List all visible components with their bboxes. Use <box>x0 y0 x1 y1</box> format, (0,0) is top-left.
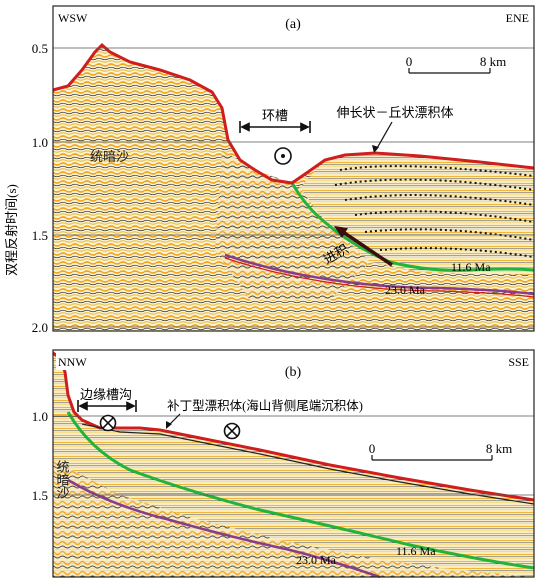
panel-a-moat-label: 环槽 <box>262 108 288 123</box>
panel-a-horizon-lower-label: 23.0 Ma <box>385 283 426 297</box>
panel-a-unconformity-label: 统暗沙 <box>90 149 129 164</box>
panel-b-moat-label: 边缘槽沟 <box>80 387 132 402</box>
panel-a-frame <box>52 5 535 332</box>
panel-b-flow-in-icon-2 <box>223 422 241 440</box>
panel-b-horizon-23-0 <box>67 478 381 579</box>
panel-b-frame <box>52 349 535 578</box>
panel-a-scale-start: 0 <box>406 54 413 69</box>
panel-a-label: (a) <box>285 17 301 32</box>
panel-a-seabed <box>52 42 535 185</box>
panel-b-unconformity-label: 统暗沙 <box>55 460 70 499</box>
panel-a-drift-reflectors <box>334 165 535 258</box>
panel-a-tick-0-5: 0.5 <box>32 41 48 56</box>
panel-b-moat-arrow <box>77 400 137 412</box>
y-axis-title: 双程反射时间(s) <box>4 184 19 276</box>
panel-a-scale-end: 8 km <box>480 54 506 69</box>
panel-a-horizon-23-0 <box>224 253 535 296</box>
panel-a-flow-out-icon <box>274 147 292 165</box>
panel-a-right-direction: ENE <box>506 11 529 25</box>
panel-b: (b) NNW SSE 1.0 1.5 0 8 km 边缘槽沟 <box>32 349 535 579</box>
panel-a-tick-2-0: 2.0 <box>32 320 48 335</box>
panel-b-label: (b) <box>285 365 302 380</box>
panel-a-tick-1-0: 1.0 <box>32 135 48 150</box>
panel-b-right-direction: SSE <box>508 355 529 369</box>
panel-b-scale-start: 0 <box>369 441 376 456</box>
panel-a-tick-1-5: 1.5 <box>32 228 48 243</box>
panel-b-scale-bar <box>371 455 493 461</box>
panel-b-flow-in-icon-1 <box>99 414 117 432</box>
panel-a-moat-arrow <box>239 121 311 133</box>
panel-b-seabed <box>52 351 535 502</box>
panel-a-horizon-upper-label: 11.6 Ma <box>451 260 491 274</box>
panel-b-gridlines <box>53 415 534 496</box>
panel-b-deep-zone <box>53 460 534 577</box>
panel-a: (a) WSW ENE 0.5 1.0 1.5 2.0 0 8 km 环槽 <box>32 5 535 335</box>
panel-b-left-direction: NNW <box>58 355 87 369</box>
panel-a-gridlines <box>53 47 534 328</box>
panel-a-scale-bar <box>408 68 491 74</box>
panel-a-left-direction: WSW <box>58 11 88 25</box>
panel-b-scale-end: 8 km <box>486 441 512 456</box>
panel-b-drift-label: 补丁型漂积体(海山背侧尾端沉积体) <box>167 398 363 413</box>
panel-b-horizon-upper-label: 11.6 Ma <box>396 544 436 558</box>
panel-b-tick-1-0: 1.0 <box>32 409 48 424</box>
panel-b-horizon-11-6 <box>66 411 535 570</box>
panel-a-drift-label: 伸长状－丘状漂积体 <box>336 105 453 120</box>
panel-b-tick-1-5: 1.5 <box>32 488 48 503</box>
panel-a-drift-leader <box>375 121 393 151</box>
panel-b-horizon-lower-label: 23.0 Ma <box>296 553 337 567</box>
panel-a-channel-arrow <box>342 230 393 267</box>
